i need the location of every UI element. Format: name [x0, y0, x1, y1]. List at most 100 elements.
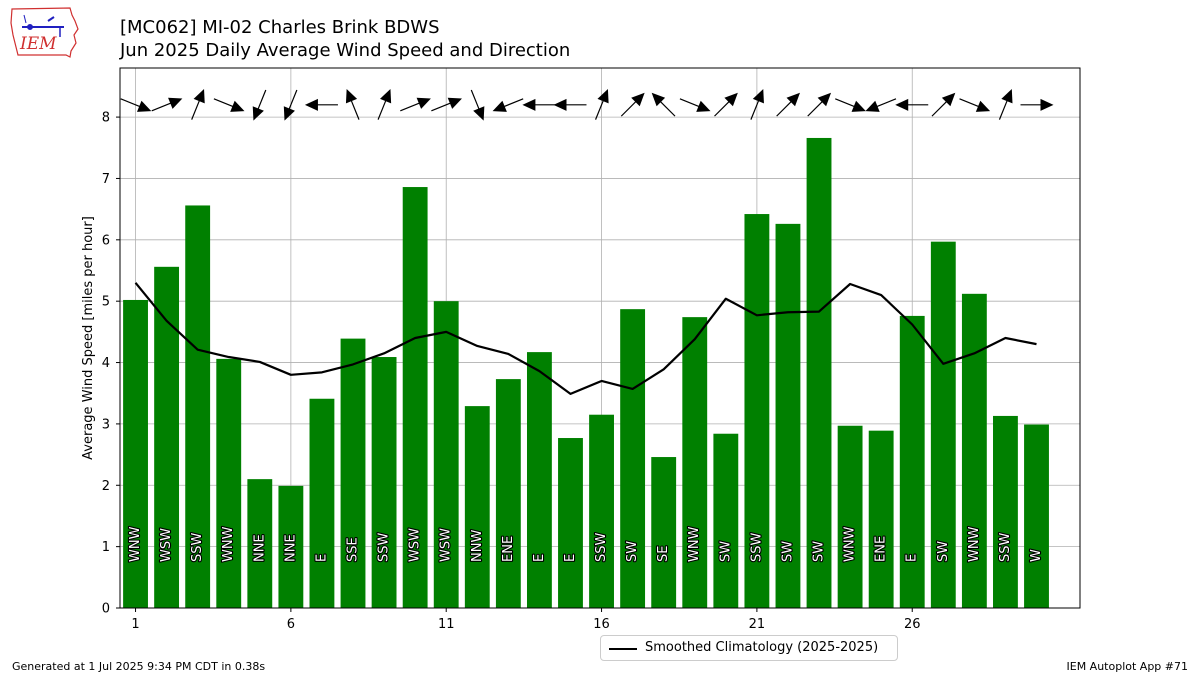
arrow-shaft: [120, 98, 141, 108]
wind-direction-arrow: [998, 89, 1013, 120]
arrow-head: [851, 100, 866, 112]
direction-label: W: [1029, 549, 1044, 562]
wind-direction-arrow: [1020, 98, 1054, 111]
arrow-head: [651, 92, 666, 107]
wind-direction-arrow: [252, 89, 267, 121]
arrow-head: [345, 89, 358, 104]
wind-direction-arrow: [959, 98, 991, 112]
wind-direction-arrow: [895, 98, 929, 111]
wind-speed-bar: [526, 352, 552, 608]
wind-direction-arrow: [865, 98, 897, 112]
wind-speed-bar: [930, 241, 956, 608]
x-tick-label: 16: [593, 617, 610, 632]
wind-direction-arrow: [620, 92, 645, 117]
direction-label: NNE: [283, 534, 298, 562]
arrow-shaft: [191, 99, 201, 120]
chart-subtitle: Jun 2025 Daily Average Wind Speed and Di…: [120, 40, 571, 61]
direction-label: WNW: [221, 526, 236, 562]
wind-speed-bar: [402, 187, 428, 608]
direction-label: SSW: [749, 532, 764, 562]
y-tick-label: 1: [102, 540, 110, 555]
wind-direction-arrow: [191, 89, 205, 120]
logo-text: IEM: [19, 34, 57, 54]
direction-label: SW: [625, 541, 640, 562]
wind-speed-bar: [620, 309, 646, 608]
direction-label: SSE: [346, 537, 361, 562]
wind-speed-bar: [247, 479, 273, 608]
wind-direction-arrow: [345, 89, 360, 120]
wind-direction-arrow: [522, 98, 556, 111]
wind-direction-arrow: [120, 98, 152, 112]
arrow-shaft: [776, 100, 792, 117]
wind-speed-bar: [464, 406, 490, 608]
wind-direction-arrow: [595, 89, 609, 120]
wind-direction-arrow: [431, 97, 462, 112]
y-tick-label: 8: [102, 111, 110, 126]
arrow-head: [975, 100, 991, 112]
x-tick-label: 11: [438, 617, 455, 632]
wind-direction-arrow: [400, 97, 431, 112]
wind-speed-bar: [993, 415, 1018, 608]
wind-direction-arrow: [931, 92, 956, 117]
arrow-head: [252, 106, 264, 121]
arrow-shaft: [400, 102, 421, 112]
wind-speed-bar: [837, 425, 863, 608]
direction-label: E: [563, 554, 578, 562]
arrow-head: [752, 89, 764, 104]
arrow-head: [696, 100, 711, 112]
direction-label: SE: [656, 546, 671, 562]
iem-logo: IEM: [10, 7, 79, 58]
arrow-head: [447, 97, 462, 109]
arrow-shaft: [659, 100, 676, 117]
y-tick-label: 4: [102, 356, 110, 371]
arrow-head: [597, 89, 609, 104]
arrow-head: [724, 92, 738, 107]
arrow-head: [786, 92, 800, 107]
arrow-shaft: [998, 99, 1008, 120]
direction-label: ENE: [874, 536, 889, 562]
direction-label: WSW: [159, 528, 174, 562]
wind-speed-bar: [371, 357, 397, 608]
arrow-head: [865, 100, 880, 112]
climatology-line: [134, 282, 1037, 395]
direction-label: SSW: [594, 532, 609, 562]
arrow-head: [522, 98, 536, 111]
arrow-head: [193, 89, 205, 104]
arrow-shaft: [377, 99, 387, 120]
wind-speed-bar: [154, 266, 180, 608]
direction-label: E: [314, 554, 329, 562]
arrow-head: [817, 92, 832, 107]
direction-label: SSW: [998, 532, 1013, 562]
wind-direction-arrow: [651, 92, 676, 117]
arrow-shaft: [503, 98, 524, 108]
direction-label: NNW: [470, 530, 485, 562]
arrow-head: [304, 98, 318, 111]
direction-label: SW: [780, 541, 795, 562]
wind-speed-bar: [1024, 424, 1049, 608]
arrow-head: [895, 98, 909, 111]
wind-speed-bar: [589, 414, 614, 608]
x-tick-label: 21: [749, 617, 766, 632]
app-credit: IEM Autoplot App #71: [1066, 660, 1189, 673]
arrow-shaft: [151, 102, 172, 112]
arrow-shaft: [257, 89, 267, 110]
wind-speed-bar: [185, 205, 211, 609]
direction-label: NNE: [252, 534, 267, 562]
arrow-head: [492, 100, 507, 112]
wind-direction-arrow: [304, 98, 338, 111]
arrow-head: [473, 106, 485, 121]
arrow-shaft: [807, 100, 823, 117]
arrow-shaft: [431, 102, 452, 112]
wind-speed-bar: [682, 317, 708, 608]
arrow-head: [553, 98, 567, 111]
direction-label: ENE: [501, 536, 516, 562]
arrow-shaft: [959, 98, 980, 108]
chart-legend: Smoothed Climatology (2025-2025): [600, 635, 898, 661]
arrow-shaft: [876, 98, 897, 108]
direction-label: SSW: [190, 532, 205, 562]
wind-speed-bar: [309, 398, 335, 608]
arrow-shaft: [750, 99, 760, 120]
y-tick-label: 3: [102, 417, 110, 432]
direction-label: E: [532, 554, 547, 562]
